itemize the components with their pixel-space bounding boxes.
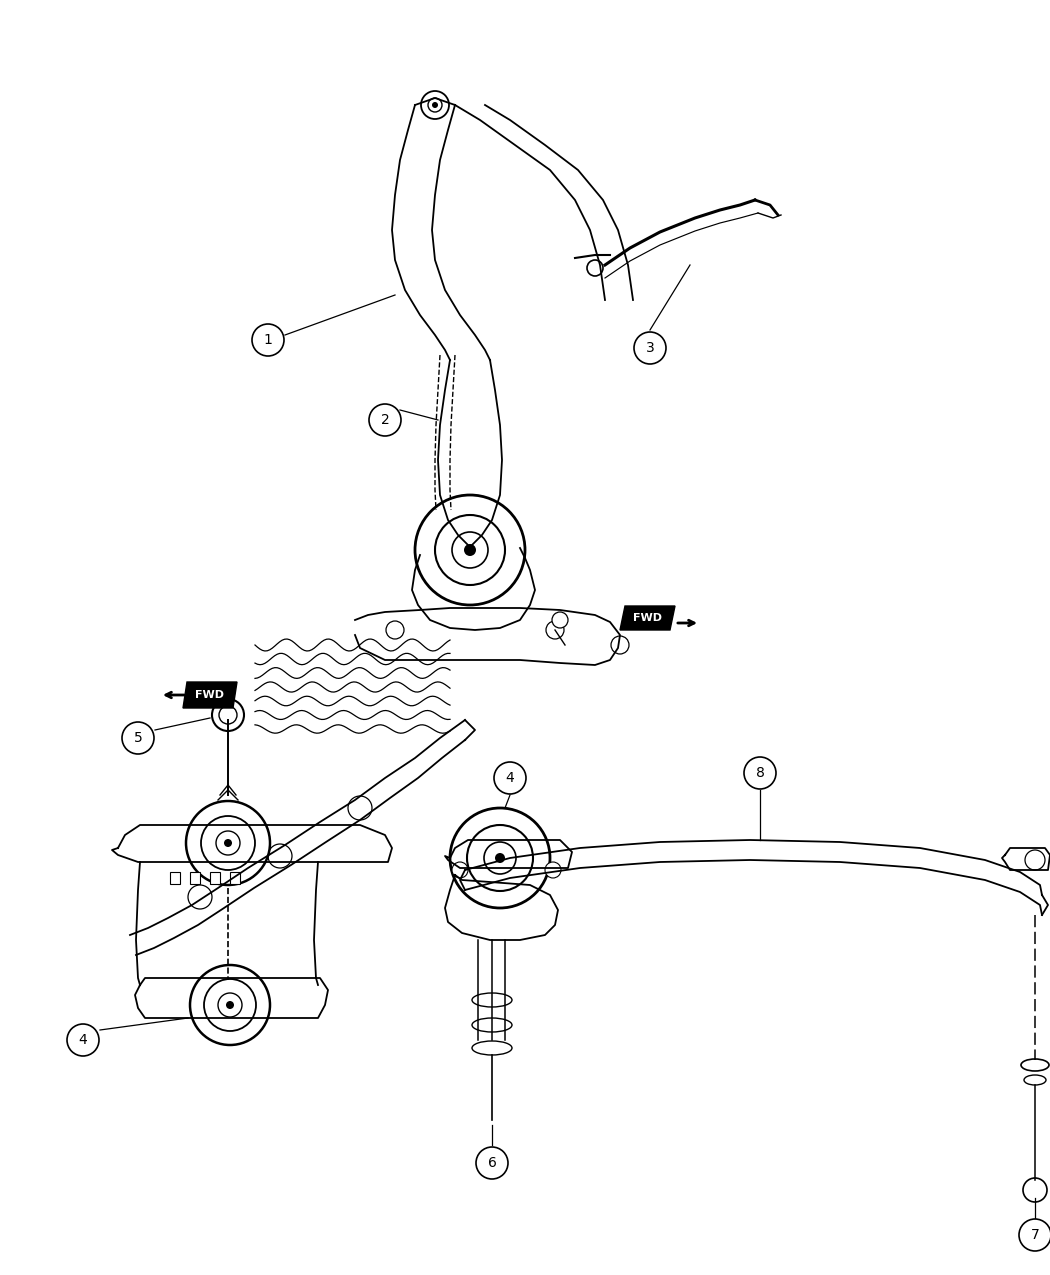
Circle shape — [1023, 1178, 1047, 1202]
Circle shape — [428, 98, 442, 112]
Ellipse shape — [1021, 1060, 1049, 1071]
Circle shape — [212, 699, 244, 731]
Text: 8: 8 — [756, 766, 764, 780]
Circle shape — [224, 839, 232, 847]
Text: 2: 2 — [380, 413, 390, 427]
Ellipse shape — [472, 1040, 512, 1054]
Circle shape — [546, 621, 564, 639]
Circle shape — [122, 722, 154, 754]
Bar — [230, 872, 240, 884]
Circle shape — [552, 612, 568, 629]
Circle shape — [452, 532, 488, 567]
Ellipse shape — [472, 993, 512, 1007]
Circle shape — [204, 979, 256, 1031]
Text: FWD: FWD — [195, 690, 225, 700]
Polygon shape — [620, 606, 675, 630]
Circle shape — [484, 842, 516, 873]
Circle shape — [201, 816, 255, 870]
Text: 5: 5 — [133, 731, 143, 745]
Circle shape — [545, 862, 561, 878]
Circle shape — [67, 1024, 99, 1056]
Ellipse shape — [1024, 1075, 1046, 1085]
Circle shape — [219, 706, 237, 724]
Circle shape — [369, 404, 401, 436]
Circle shape — [421, 91, 449, 119]
Circle shape — [634, 332, 666, 363]
Text: 1: 1 — [264, 333, 272, 347]
Ellipse shape — [472, 1017, 512, 1031]
Bar — [170, 872, 180, 884]
Circle shape — [476, 1148, 508, 1179]
Polygon shape — [183, 682, 237, 708]
Text: 3: 3 — [646, 340, 654, 354]
Text: 4: 4 — [79, 1033, 87, 1047]
Text: 6: 6 — [487, 1156, 497, 1170]
Circle shape — [186, 801, 270, 885]
Circle shape — [450, 808, 550, 908]
Circle shape — [348, 796, 372, 820]
Circle shape — [452, 862, 468, 878]
Circle shape — [1025, 850, 1045, 870]
Circle shape — [252, 324, 284, 356]
Circle shape — [1018, 1219, 1050, 1251]
Circle shape — [611, 636, 629, 654]
Circle shape — [218, 993, 242, 1017]
Text: 4: 4 — [506, 771, 514, 785]
Circle shape — [415, 495, 525, 606]
Circle shape — [386, 621, 404, 639]
Circle shape — [188, 885, 212, 909]
Circle shape — [190, 965, 270, 1046]
Text: FWD: FWD — [632, 613, 662, 623]
Circle shape — [464, 544, 476, 556]
Circle shape — [494, 762, 526, 794]
Bar — [190, 872, 200, 884]
Circle shape — [435, 515, 505, 585]
Text: 7: 7 — [1031, 1228, 1040, 1242]
Circle shape — [226, 1001, 234, 1009]
Circle shape — [432, 102, 438, 108]
Circle shape — [467, 825, 533, 891]
Circle shape — [495, 853, 505, 863]
Bar — [210, 872, 220, 884]
Circle shape — [587, 260, 603, 275]
Circle shape — [216, 831, 240, 856]
Circle shape — [744, 757, 776, 789]
Circle shape — [268, 844, 292, 868]
